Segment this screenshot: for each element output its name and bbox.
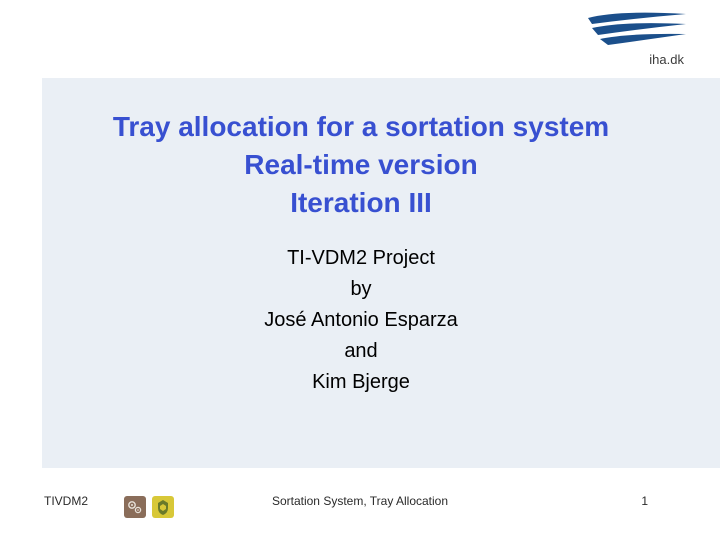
slide: iha.dk Tray allocation for a sortation s… [0, 0, 720, 540]
logo: iha.dk [568, 10, 688, 67]
footer-center: Sortation System, Tray Allocation [0, 494, 720, 508]
crest-icon [152, 496, 174, 518]
subtitle-line-4: and [42, 336, 680, 367]
content-panel: Tray allocation for a sortation system R… [42, 78, 720, 468]
logo-stripes-icon [578, 10, 688, 50]
slide-subtitle: TI-VDM2 Project by José Antonio Esparza … [42, 243, 680, 398]
title-line-1: Tray allocation for a sortation system [42, 108, 680, 146]
subtitle-line-5: Kim Bjerge [42, 367, 680, 398]
footer-right: 1 [641, 494, 648, 508]
footer-icons [124, 496, 174, 518]
footer: TIVDM2 Sortation System, Tray Allocation… [0, 494, 720, 514]
title-line-3: Iteration III [42, 184, 680, 222]
gears-icon [124, 496, 146, 518]
title-line-2: Real-time version [42, 146, 680, 184]
subtitle-line-2: by [42, 274, 680, 305]
subtitle-line-3: José Antonio Esparza [42, 305, 680, 336]
logo-text: iha.dk [568, 52, 688, 67]
subtitle-line-1: TI-VDM2 Project [42, 243, 680, 274]
slide-title: Tray allocation for a sortation system R… [42, 108, 680, 221]
